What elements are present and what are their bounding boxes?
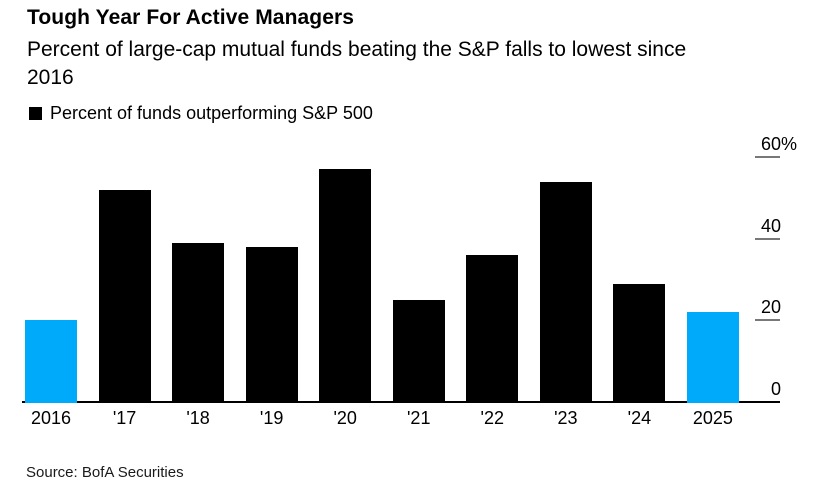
- x-tick-label: '17: [112, 408, 137, 428]
- y-tick-label: 0: [770, 379, 781, 399]
- bar-18: [172, 243, 225, 403]
- y-tick-mark: [755, 237, 780, 240]
- bar-2016: [25, 320, 77, 403]
- x-tick-label: '21: [407, 408, 431, 428]
- x-tick-slot: '17: [99, 408, 151, 429]
- x-tick-label: 2025: [692, 408, 733, 428]
- x-tick-slot: '18: [172, 408, 224, 429]
- bar-22: [466, 255, 519, 403]
- legend-label: Percent of funds outperforming S&P 500: [50, 103, 373, 123]
- x-tick-slot: '19: [246, 408, 298, 429]
- x-tick-label: '18: [186, 408, 210, 428]
- bar-17: [98, 190, 151, 403]
- y-tick-label: 60%: [760, 134, 798, 154]
- x-tick-label: '19: [259, 408, 284, 428]
- y-tick-label: 20: [760, 297, 781, 318]
- legend: Percent of funds outperforming S&P 500: [29, 103, 373, 124]
- x-tick-slot: '22: [466, 408, 518, 429]
- x-tick-label: '22: [480, 408, 505, 428]
- chart-title: Tough Year For Active Managers: [27, 6, 355, 29]
- x-tick-slot: '23: [540, 408, 592, 429]
- bar-23: [539, 182, 592, 403]
- bar-20: [319, 169, 372, 403]
- bar-24: [613, 284, 666, 403]
- source-note: Source: BofA Securities: [26, 464, 184, 481]
- x-tick-slot: '24: [613, 408, 665, 429]
- y-tick-mark: [755, 319, 780, 322]
- y-tick-label: 40: [760, 215, 781, 236]
- y-tick-mark: [755, 156, 780, 158]
- bar-series: [25, 157, 739, 403]
- bar-19: [245, 247, 298, 403]
- x-tick-slot: '21: [393, 408, 445, 429]
- x-tick-label: '23: [554, 408, 578, 428]
- bar-2025: [686, 312, 739, 403]
- x-tick-slot: 2016: [25, 408, 77, 429]
- x-tick-label: '20: [333, 408, 357, 428]
- x-tick-label: 2016: [30, 408, 72, 428]
- x-axis-labels: 2016 '17 '18 '19 '20 '21 '22 '23 '24 2025: [25, 408, 739, 429]
- legend-swatch-icon: [29, 107, 42, 120]
- x-tick-label: '24: [627, 408, 652, 428]
- chart-subtitle: Percent of large-cap mutual funds beatin…: [27, 38, 687, 89]
- bar-21: [392, 300, 445, 403]
- x-tick-slot: '20: [319, 408, 371, 429]
- x-tick-slot: 2025: [687, 408, 739, 429]
